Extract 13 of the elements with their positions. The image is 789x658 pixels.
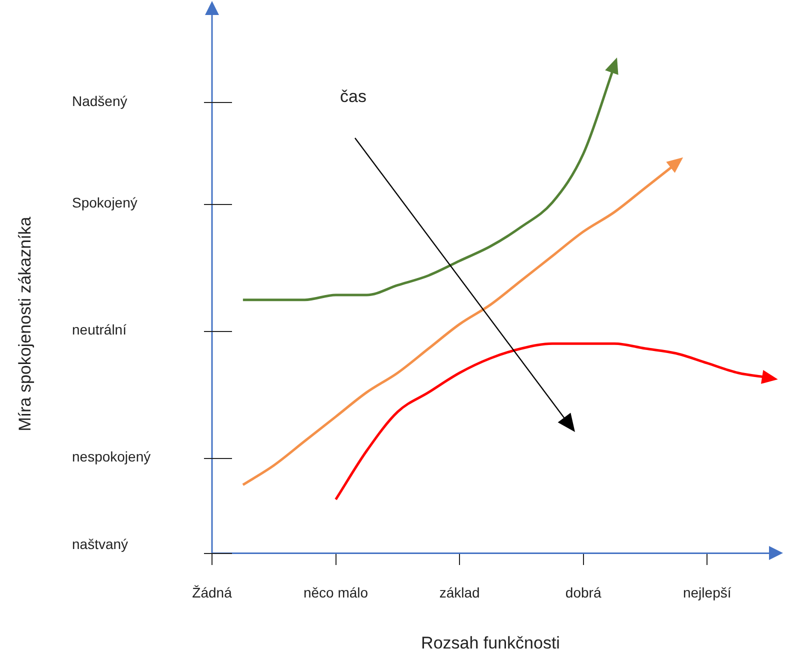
annotation: čas	[340, 87, 366, 106]
x-tick-label: nejlepší	[682, 584, 732, 600]
text: nespokojený	[72, 448, 151, 465]
text: Míra spokojenosti zákazníka	[16, 216, 35, 432]
text: neutrální	[72, 322, 127, 338]
x-axis-title: Rozsah funkčnosti	[421, 633, 560, 652]
x-tick-label: Žádná	[192, 584, 232, 600]
text: Spokojený	[72, 194, 138, 211]
x-tick-label: něco málo	[303, 584, 368, 600]
x-tick-label: základ	[439, 584, 480, 600]
x-tick-label: dobrá	[565, 584, 602, 600]
text: naštvaný	[72, 536, 128, 552]
text: Nadšený	[72, 93, 128, 110]
